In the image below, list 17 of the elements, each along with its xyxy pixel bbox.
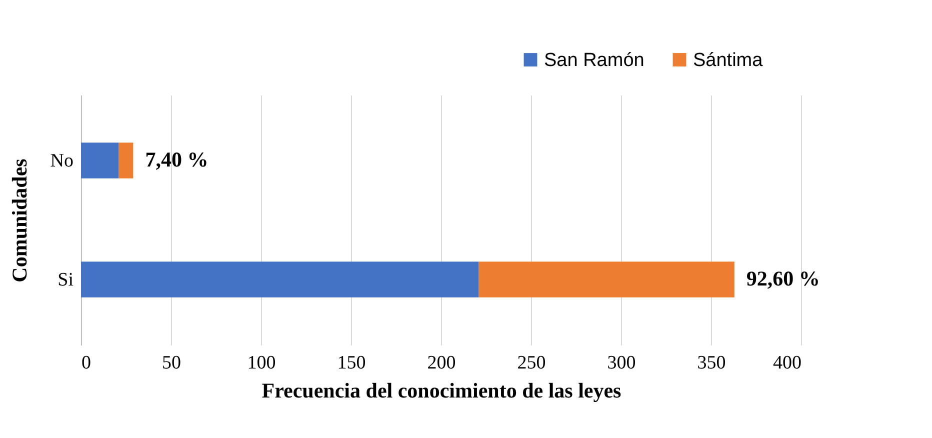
y-tick-label: Si	[58, 270, 74, 291]
x-tick-label: 400	[773, 352, 802, 374]
x-tick-label: 150	[337, 352, 366, 374]
annotation: 92,60 %	[746, 266, 820, 291]
y-axis-title: Comunidades	[7, 158, 32, 282]
x-tick-label: 100	[247, 352, 276, 374]
x-axis-title: Frecuencia del conocimiento de las leyes	[262, 378, 622, 402]
x-tick-label: 200	[427, 352, 456, 374]
x-tick-label: 250	[517, 352, 546, 374]
x-tick-label: 50	[162, 352, 181, 374]
annotation: 7,40 %	[145, 147, 208, 172]
x-tick-label: 350	[697, 352, 726, 374]
x-tick-label: 0	[82, 352, 91, 374]
legend-label: Sántima	[693, 50, 764, 71]
legend-label: San Ramón	[544, 50, 644, 71]
y-tick-label: No	[50, 150, 74, 172]
x-tick-label: 300	[607, 352, 636, 374]
